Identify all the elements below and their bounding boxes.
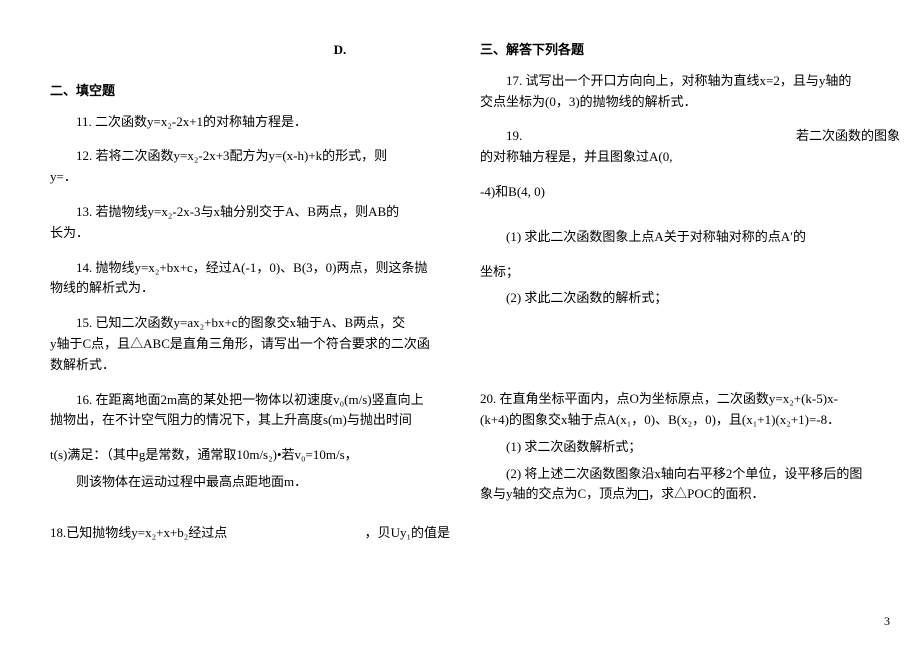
problem-13-line1: 13. 若抛物线y=x₂-2x-3与x轴分别交于A、B两点，则AB的: [50, 202, 450, 223]
problem-19-sub1-cont: 坐标；: [480, 262, 900, 283]
problem-17-line2: 交点坐标为(0，3)的抛物线的解析式．: [480, 92, 900, 113]
section-3-heading: 三、解答下列各题: [480, 40, 900, 61]
problem-20-sub1: (1) 求二次函数解析式；: [480, 437, 900, 458]
problem-16-line2: 抛物出，在不计空气阻力的情况下，其上升高度s(m)与抛出时间: [50, 410, 450, 431]
problem-18: 18.已知抛物线y=x₂+x+b₂经过点 ，贝Uy₁的值是: [50, 523, 450, 544]
problem-16: 16. 在距离地面2m高的某处把一物体以初速度v₀(m/s)竖直向上 抛物出，在…: [50, 390, 450, 493]
problem-19-line2: 的对称轴方程是，并且图象过A(0,: [480, 147, 900, 168]
page-number: 3: [884, 612, 890, 631]
problem-20-line2: (k+4)的图象交x轴于点A(x₁，0)、B(x₂，0)，且(x₁+1)(x₂+…: [480, 410, 900, 431]
square-symbol: [638, 490, 648, 500]
problem-12-line1: 12. 若将二次函数y=x₂-2x+3配方为y=(x-h)+k的形式，则: [50, 146, 450, 167]
problem-17-line1: 17. 试写出一个开口方向向上，对称轴为直线x=2，且与y轴的: [480, 71, 900, 92]
problem-12: 12. 若将二次函数y=x₂-2x+3配方为y=(x-h)+k的形式，则 y=．: [50, 146, 450, 188]
problem-14-line1: 14. 抛物线y=x₂+bx+c，经过A(-1，0)、B(3，0)两点，则这条抛: [50, 258, 450, 279]
left-column: D. 二、填空题 11. 二次函数y=x₂-2x+1的对称轴方程是． 12. 若…: [50, 40, 450, 558]
problem-17: 17. 试写出一个开口方向向上，对称轴为直线x=2，且与y轴的 交点坐标为(0，…: [480, 71, 900, 113]
problem-20-sub2-line2: 象与y轴的交点为C，顶点为，求△POC的面积．: [480, 484, 900, 505]
problem-15-line3: 数解析式．: [50, 355, 450, 376]
problem-16-line4: 则该物体在运动过程中最高点距地面m．: [50, 472, 450, 493]
label-d: D.: [230, 40, 450, 61]
problem-13-line2: 长为．: [50, 223, 450, 244]
problem-15-line1: 15. 已知二次函数y=ax₂+bx+c的图象交x轴于A、B两点，交: [50, 313, 450, 334]
problem-14: 14. 抛物线y=x₂+bx+c，经过A(-1，0)、B(3，0)两点，则这条抛…: [50, 258, 450, 300]
right-column: 三、解答下列各题 17. 试写出一个开口方向向上，对称轴为直线x=2，且与y轴的…: [480, 40, 900, 558]
problem-18-line1: 18.已知抛物线y=x₂+x+b₂经过点: [50, 523, 227, 544]
problem-20-sub2-line1: (2) 将上述二次函数图象沿x轴向右平移2个单位，设平移后的图: [480, 464, 900, 485]
section-2-heading: 二、填空题: [50, 81, 450, 102]
problem-20-line1: 20. 在直角坐标平面内，点O为坐标原点，二次函数y=x₂+(k-5)x-: [480, 389, 900, 410]
problem-19-label: 19.: [480, 126, 522, 147]
problem-19-sub2: (2) 求此二次函数的解析式；: [480, 288, 900, 309]
problem-19-sub1: (1) 求此二次函数图象上点A关于对称轴对称的点A′的: [480, 227, 900, 248]
problem-19: 19. 若二次函数的图象 的对称轴方程是，并且图象过A(0, -4)和B(4, …: [480, 126, 900, 309]
problem-15-line2: y轴于C点，且△ABC是直角三角形，请写出一个符合要求的二次函: [50, 334, 450, 355]
problem-18-line2: ，贝Uy₁的值是: [365, 523, 450, 544]
problem-19-text1: 若二次函数的图象: [796, 126, 900, 147]
problem-13: 13. 若抛物线y=x₂-2x-3与x轴分别交于A、B两点，则AB的 长为．: [50, 202, 450, 244]
problem-19-line3: -4)和B(4, 0): [480, 182, 900, 203]
problem-16-line1: 16. 在距离地面2m高的某处把一物体以初速度v₀(m/s)竖直向上: [50, 390, 450, 411]
problem-14-line2: 物线的解析式为．: [50, 278, 450, 299]
problem-11: 11. 二次函数y=x₂-2x+1的对称轴方程是．: [50, 112, 450, 133]
problem-15: 15. 已知二次函数y=ax₂+bx+c的图象交x轴于A、B两点，交 y轴于C点…: [50, 313, 450, 375]
problem-12-line2: y=．: [50, 167, 450, 188]
problem-16-line3: t(s)满足：（其中g是常数，通常取10m/s₂)•若v₀=10m/s，: [50, 445, 450, 466]
problem-20: 20. 在直角坐标平面内，点O为坐标原点，二次函数y=x₂+(k-5)x- (k…: [480, 389, 900, 505]
